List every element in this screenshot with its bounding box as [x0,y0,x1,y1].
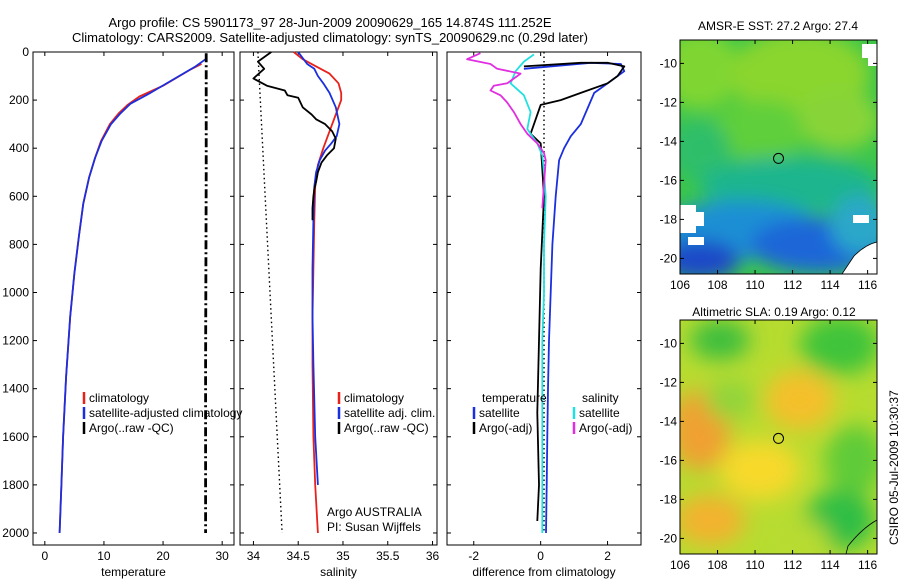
x-tick-label: 116 [858,558,877,572]
legend-salinity-title: salinity [582,391,619,405]
legend-climatology: climatology [344,391,404,405]
x-tick-label: 116 [858,278,877,292]
sla-map: Altimetric SLA: 0.19 Argo: 0.12 106 108 11… [660,305,878,572]
legend-sal-satellite: satellite [579,406,620,420]
salinity-panel: 34 34.5 35 35.5 36 salinity climatologysatelli… [239,51,440,579]
y-tick-label: -14 [660,414,678,428]
y-tick-label: -16 [660,173,678,187]
y-tick-label: -20 [660,531,678,545]
x-tick-label: 106 [670,558,690,572]
series-line-temperature-argo-adj- [523,61,626,522]
x-tick-label: 114 [821,278,840,292]
series-line-satellite-adj-clim- [297,51,341,485]
temperature-xlabel: temperature [101,565,166,579]
x-tick-label: 34 [247,549,261,563]
y-tick-label: 1400 [2,382,29,396]
y-tick-label: 0 [22,45,29,59]
sst-argo-marker [773,152,784,164]
x-tick-label: 110 [745,558,764,572]
legend-sal-argo: Argo(-adj) [579,421,632,435]
x-tick-label: 2 [604,549,611,563]
y-tick-label: -12 [660,375,678,389]
y-tick-label: 1200 [2,334,29,348]
y-tick-label: 1800 [2,478,29,492]
timestamp-label: CSIRO 05-Jul-2009 10:30:37 [887,390,900,545]
y-tick-label: -18 [660,212,678,226]
y-tick-label: 1000 [2,285,29,299]
y-tick-label: 400 [9,141,29,155]
profile-panels: 0 10 20 30020040060080010001200140016001800… [2,45,642,579]
x-tick-label: 114 [821,558,840,572]
header-line-1: Argo profile: CS 5901173_97 28-Jun-2009 … [108,15,551,30]
x-tick-label: 112 [783,278,802,292]
x-tick-label: 34.5 [287,549,311,563]
sst-map-axes: 106 108 110 112 114 116 -10 -12 -14 -16 -18 -20 [660,40,878,292]
x-tick-label: 30 [215,549,229,563]
y-tick-label: -16 [660,453,678,467]
legend-temperature-title: temperature [482,391,547,405]
x-tick-label: 36 [426,549,440,563]
x-tick-label: 112 [783,558,802,572]
legend-temp-argo: Argo(-adj) [479,421,532,435]
sst-map-title: AMSR-E SST: 27.2 Argo: 27.4 [698,19,858,33]
legend-temp-satellite: satellite [479,406,520,420]
legend-argo: Argo(..raw -QC) [89,421,174,435]
x-tick-label: 108 [708,278,728,292]
y-tick-label: -10 [660,336,678,350]
legend-satellite: satellite-adjusted climatology [89,406,242,420]
series-line-argo-raw-qc- [252,51,337,221]
series-line-argo-raw-qc- [204,53,208,533]
x-tick-label: 0 [537,549,544,563]
y-tick-label: -12 [660,95,678,109]
series-line-reference [257,51,283,534]
x-tick-label: 106 [670,278,690,292]
sst-map: AMSR-E SST: 27.2 Argo: 27.4 [660,19,878,292]
legend-argo: Argo(..raw -QC) [344,421,429,435]
difference-xlabel: difference from climatology [472,565,615,579]
legend-satellite: satellite adj. clim. [344,406,435,420]
y-tick-label: 1600 [2,430,29,444]
sst-map-frame [679,39,878,275]
x-tick-label: 35 [336,549,350,563]
float-owner: Argo AUSTRALIA [327,505,422,519]
series-line-satellite-adjusted-climatology [58,58,207,534]
series-line-temperature-satellite [523,61,626,534]
legend-climatology: climatology [89,391,149,405]
difference-panel: -2 0 2 difference from climatology temperatu… [446,51,642,579]
salinity-xlabel: salinity [320,565,357,579]
sla-field [680,320,877,554]
sla-map-axes: 106 108 110 112 114 116 -10 -12 -14 -16 -18 -20 [660,320,878,572]
sla-argo-marker [773,432,784,444]
sst-field [680,40,877,274]
y-tick-label: 800 [9,237,29,251]
temperature-frame [32,51,235,546]
temperature-panel: 0 10 20 30 0 200 400 600 800 1000 1200 1400 1600 1800… [2,45,242,579]
pi-name: PI: Susan Wijffels [327,520,421,534]
series-line-climatology [58,63,202,534]
x-tick-label: -2 [468,549,479,563]
series-line-salinity-argo-adj- [466,52,547,209]
x-tick-label: 20 [156,549,170,563]
y-tick-label: -14 [660,134,678,148]
y-tick-label: 200 [9,93,29,107]
salinity-frame [239,51,438,546]
x-tick-label: 108 [708,558,728,572]
x-tick-label: 10 [97,549,111,563]
y-tick-label: 600 [9,189,29,203]
sla-map-title: Altimetric SLA: 0.19 Argo: 0.12 [692,305,856,319]
y-tick-label: -18 [660,492,678,506]
y-tick-label: -10 [660,56,678,70]
y-tick-label: -20 [660,251,678,265]
sla-map-frame [679,319,878,555]
header-line-2: Climatology: CARS2009. Satellite-adjuste… [72,30,588,45]
x-tick-label: 110 [745,278,764,292]
x-tick-label: 0 [41,549,48,563]
y-tick-label: 2000 [2,526,29,540]
x-tick-label: 35.5 [376,549,400,563]
